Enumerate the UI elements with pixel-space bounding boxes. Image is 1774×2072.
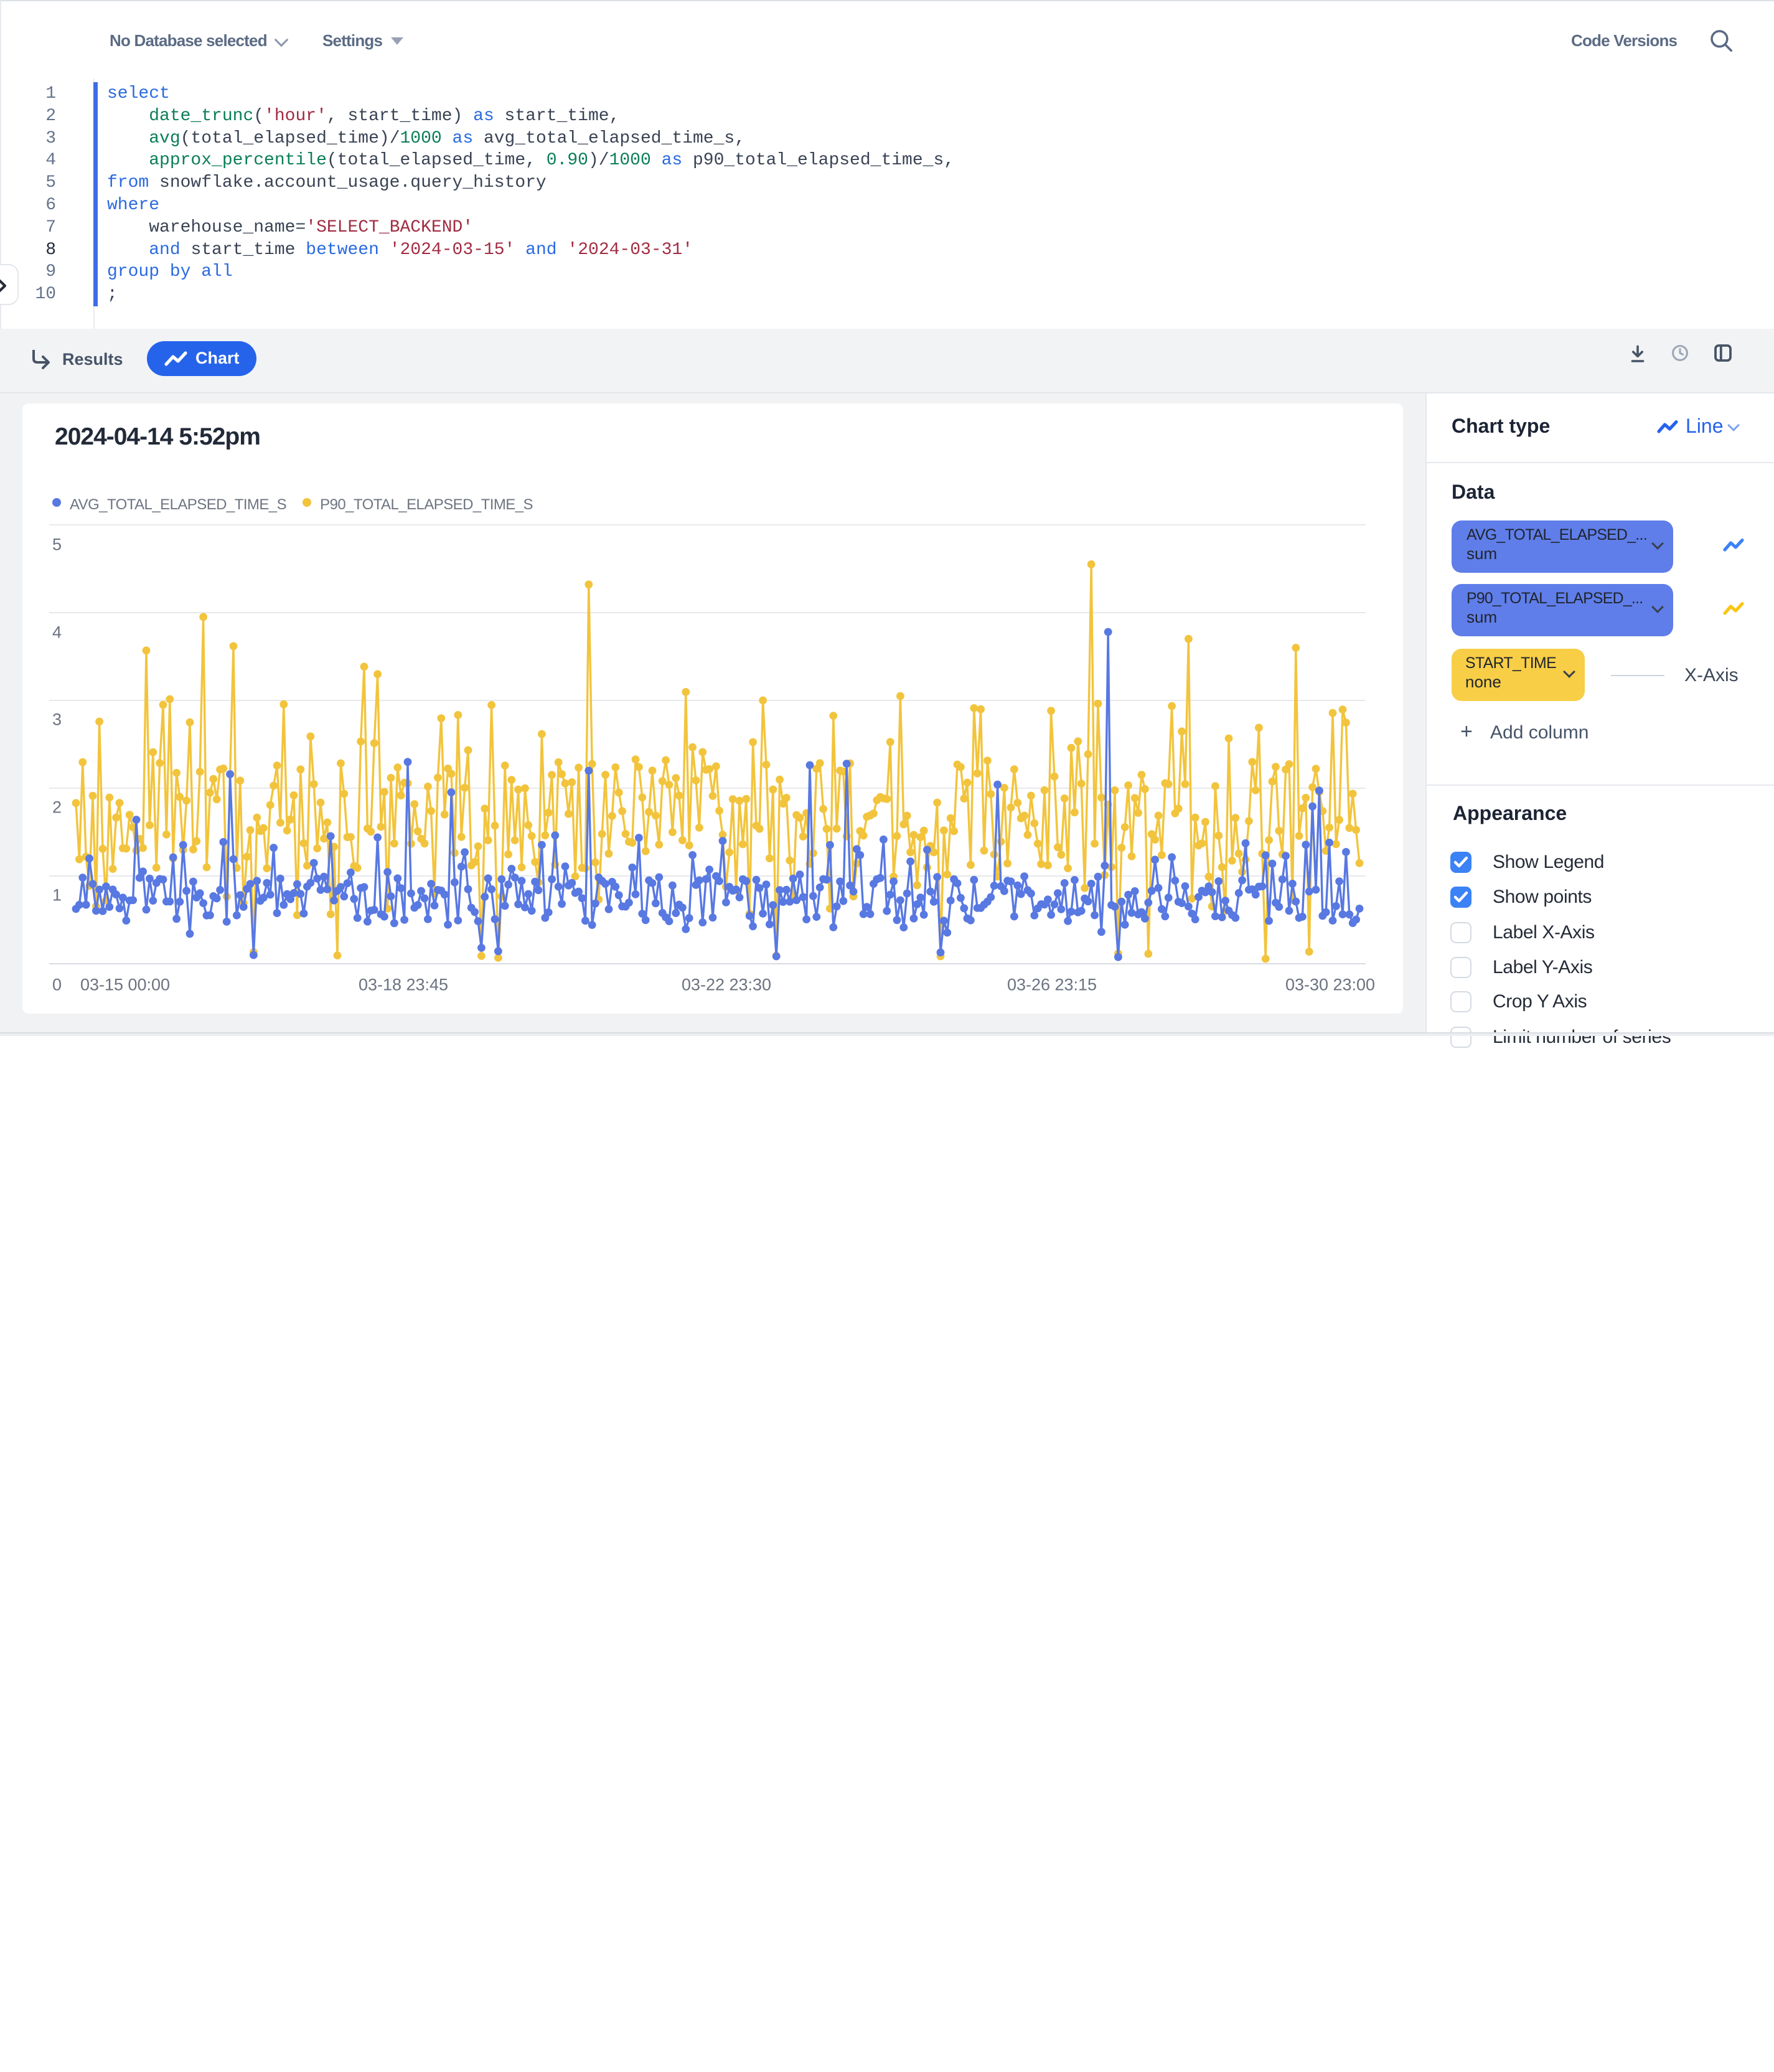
svg-text:03-26 23:15: 03-26 23:15 [1007,975,1097,994]
svg-text:2: 2 [52,798,62,816]
svg-text:4: 4 [52,623,62,641]
svg-text:03-30 23:00: 03-30 23:00 [1285,975,1375,994]
svg-text:03-18 23:45: 03-18 23:45 [359,975,448,994]
svg-text:03-15 00:00: 03-15 00:00 [80,975,170,994]
svg-text:5: 5 [52,535,62,553]
svg-text:1: 1 [52,885,62,904]
svg-text:0: 0 [52,975,62,994]
svg-text:3: 3 [52,710,62,728]
svg-text:03-22 23:30: 03-22 23:30 [682,975,771,994]
